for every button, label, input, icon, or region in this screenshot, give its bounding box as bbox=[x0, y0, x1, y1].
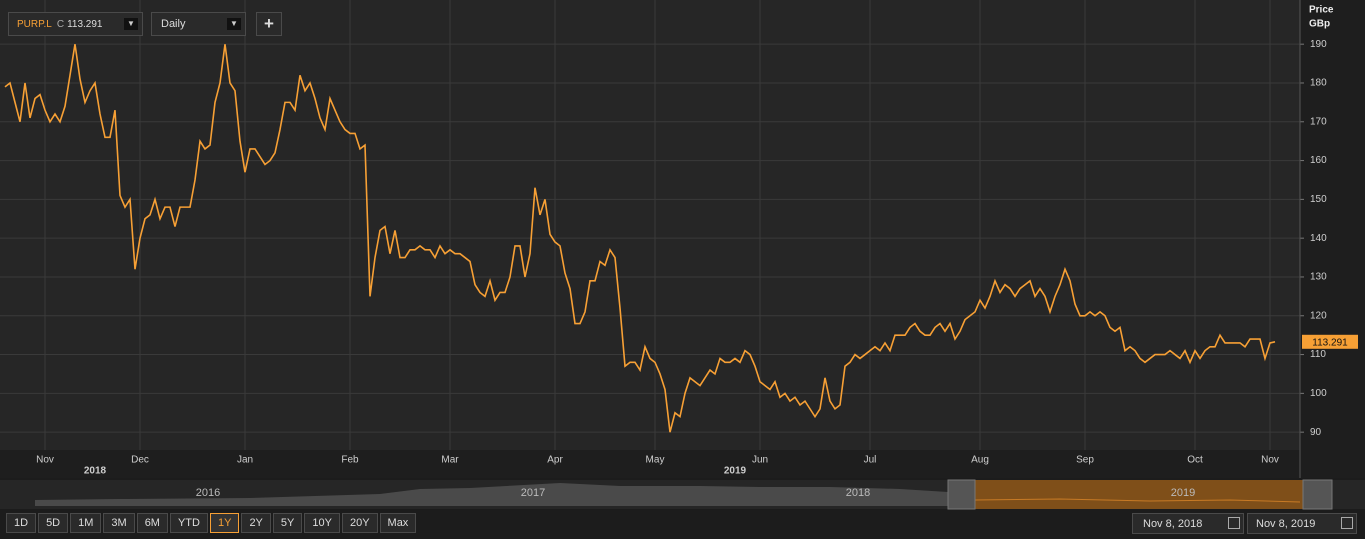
price-line bbox=[4, 44, 1276, 433]
close-flag: C bbox=[56, 18, 65, 30]
x-axis-background bbox=[0, 450, 1300, 478]
y-tick-label: 160 bbox=[1310, 155, 1327, 166]
symbol-box[interactable]: PURP.L C 113.291 ▼ bbox=[8, 12, 143, 36]
interval-box[interactable]: Daily ▼ bbox=[151, 12, 246, 36]
navigator-year: 2017 bbox=[521, 487, 545, 499]
y-tick-label: 190 bbox=[1310, 39, 1327, 50]
x-tick-label: Sep bbox=[1076, 455, 1094, 466]
x-tick-label: May bbox=[646, 455, 665, 466]
navigator-handle bbox=[1302, 479, 1333, 510]
x-tick-label: Oct bbox=[1187, 455, 1203, 466]
interval: Daily bbox=[161, 18, 186, 30]
y-tick-label: 110 bbox=[1310, 349, 1326, 360]
x-tick-label: Nov bbox=[1261, 455, 1279, 466]
last-price-label: 113.291 bbox=[1312, 337, 1348, 348]
navigator-handle bbox=[947, 479, 976, 510]
add-button[interactable]: + bbox=[256, 12, 282, 36]
y-axis-unit: GBp bbox=[1309, 19, 1330, 30]
last-price-tag bbox=[1302, 334, 1358, 349]
navigator-selection bbox=[948, 480, 1332, 509]
calendar-icon[interactable] bbox=[1341, 517, 1353, 529]
range-button[interactable]: 5D bbox=[38, 513, 69, 533]
dropdown-arrow[interactable]: ▼ bbox=[124, 18, 138, 30]
axis-background bbox=[1300, 0, 1365, 478]
range-button[interactable]: 1M bbox=[70, 513, 102, 533]
end-date: Nov 8, 2019 bbox=[1256, 517, 1316, 530]
end-date-box[interactable]: Nov 8, 2019 bbox=[1247, 513, 1357, 534]
symbol: PURP.L bbox=[17, 18, 52, 30]
range-buttons: 1D 5D 1M 3M 6M YTD 1Y 2Y 5Y 10Y 20Y Max bbox=[6, 513, 417, 533]
range-button[interactable]: 5Y bbox=[272, 513, 303, 533]
last-price: 113.291 bbox=[67, 18, 103, 30]
x-tick-label: Mar bbox=[441, 455, 459, 466]
start-date-box[interactable]: Nov 8, 2018 bbox=[1132, 513, 1244, 534]
range-button[interactable]: 6M bbox=[136, 513, 168, 533]
y-tick-label: 100 bbox=[1310, 388, 1327, 399]
x-year-label: 2019 bbox=[724, 466, 747, 477]
navigator-year: 2016 bbox=[196, 487, 220, 499]
x-tick-label: Jul bbox=[864, 455, 877, 466]
start-date: Nov 8, 2018 bbox=[1143, 517, 1203, 530]
x-tick-label: Apr bbox=[547, 455, 563, 466]
y-tick-label: 170 bbox=[1310, 116, 1327, 127]
range-button[interactable]: 1D bbox=[6, 513, 37, 533]
y-tick-label: 180 bbox=[1310, 78, 1327, 89]
range-button[interactable]: Max bbox=[379, 513, 417, 533]
x-tick-label: Feb bbox=[341, 455, 359, 466]
y-tick-label: 90 bbox=[1310, 427, 1322, 438]
x-tick-label: Nov bbox=[36, 455, 54, 466]
range-button[interactable]: 1Y bbox=[209, 513, 240, 533]
x-year-label: 2018 bbox=[84, 466, 107, 477]
range-button[interactable]: 2Y bbox=[241, 513, 271, 533]
range-button[interactable]: 10Y bbox=[304, 513, 340, 533]
y-tick-label: 130 bbox=[1310, 272, 1327, 283]
x-tick-label: Aug bbox=[971, 455, 989, 466]
range-button[interactable]: 3M bbox=[103, 513, 135, 533]
calendar-icon[interactable] bbox=[1228, 517, 1240, 529]
range-button[interactable]: 20Y bbox=[341, 513, 378, 533]
x-tick-label: Jun bbox=[752, 455, 768, 466]
navigator-history bbox=[35, 483, 948, 506]
y-axis-title: Price bbox=[1309, 5, 1334, 16]
y-tick-label: 120 bbox=[1310, 310, 1327, 321]
navigator-year: 2019 bbox=[1171, 487, 1195, 499]
dropdown-arrow[interactable]: ▼ bbox=[227, 18, 241, 30]
navigator-year: 2018 bbox=[846, 487, 870, 499]
y-tick-label: 140 bbox=[1310, 233, 1327, 244]
x-tick-label: Jan bbox=[237, 455, 253, 466]
y-tick-label: 150 bbox=[1310, 194, 1327, 205]
plot-background bbox=[0, 0, 1300, 450]
navigator-selection-line bbox=[974, 498, 1301, 503]
x-tick-label: Dec bbox=[131, 455, 149, 466]
range-button[interactable]: YTD bbox=[169, 513, 208, 533]
